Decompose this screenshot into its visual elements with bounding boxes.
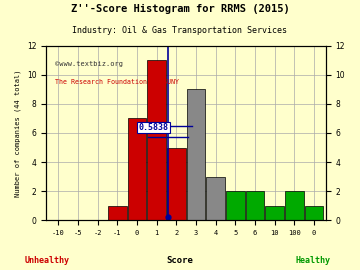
- Text: The Research Foundation of SUNY: The Research Foundation of SUNY: [55, 79, 179, 85]
- Bar: [246, 191, 264, 220]
- Bar: [265, 206, 284, 220]
- Bar: [285, 191, 303, 220]
- Bar: [226, 191, 244, 220]
- Bar: [147, 60, 166, 220]
- Bar: [127, 118, 146, 220]
- Bar: [186, 89, 205, 220]
- Bar: [167, 147, 185, 220]
- Bar: [206, 177, 225, 220]
- Text: 0.5838: 0.5838: [139, 123, 168, 132]
- Bar: [108, 206, 126, 220]
- Y-axis label: Number of companies (44 total): Number of companies (44 total): [15, 69, 22, 197]
- Text: Unhealthy: Unhealthy: [24, 256, 69, 265]
- Bar: [305, 206, 323, 220]
- Text: ©www.textbiz.org: ©www.textbiz.org: [55, 62, 123, 68]
- Text: Healthy: Healthy: [296, 256, 331, 265]
- Text: Industry: Oil & Gas Transportation Services: Industry: Oil & Gas Transportation Servi…: [72, 26, 288, 35]
- Text: Z''-Score Histogram for RRMS (2015): Z''-Score Histogram for RRMS (2015): [71, 4, 289, 14]
- Text: Score: Score: [167, 256, 193, 265]
